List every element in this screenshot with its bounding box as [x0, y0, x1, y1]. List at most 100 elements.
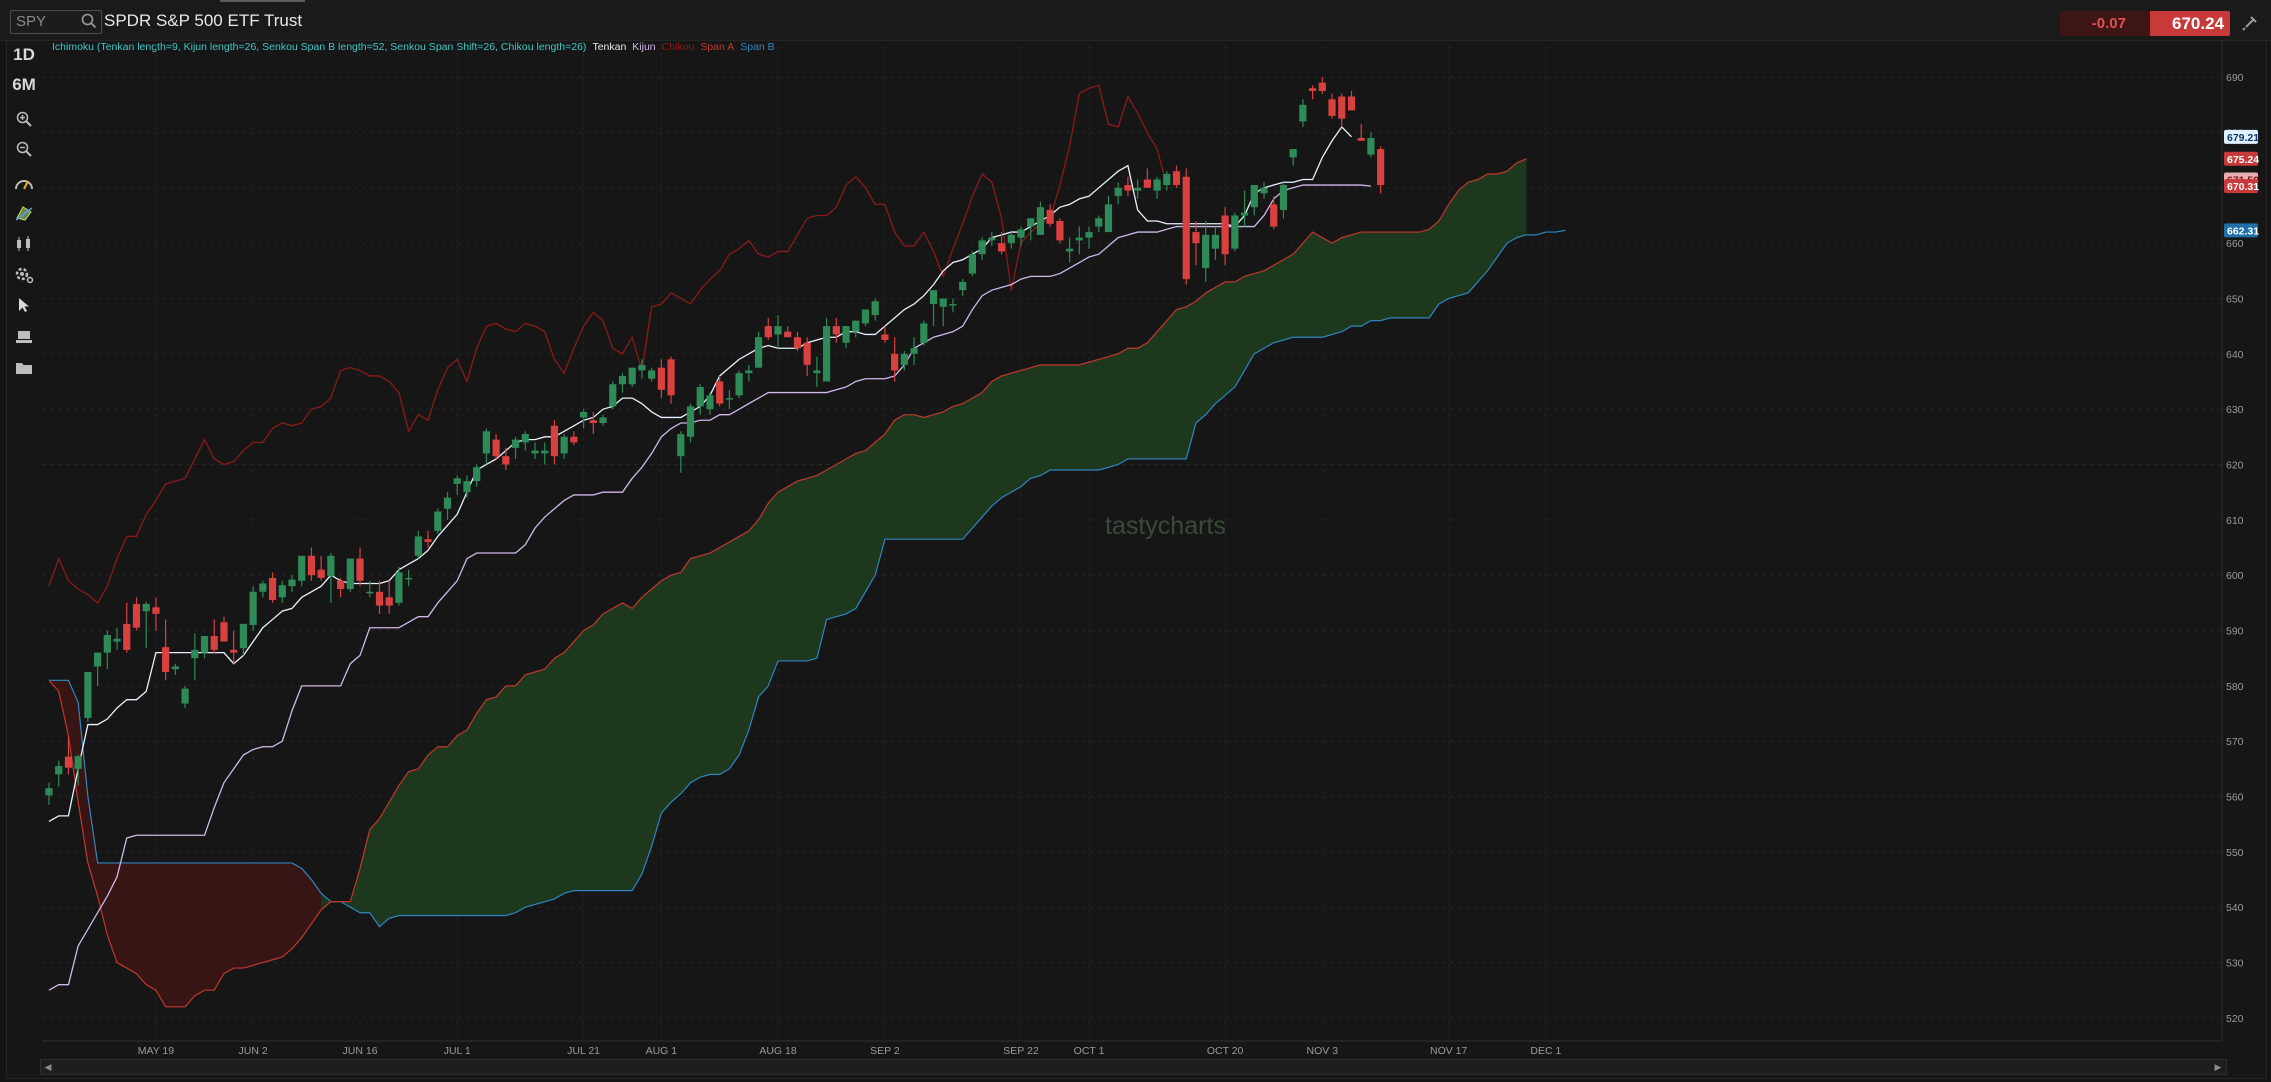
- candle-body: [1153, 179, 1161, 191]
- zoom-out-icon: [16, 141, 32, 157]
- price-label-box: [2224, 129, 2258, 144]
- candle-body: [1279, 185, 1288, 210]
- candle-body: [278, 585, 286, 598]
- candle-body: [531, 450, 539, 454]
- folder-button[interactable]: [10, 355, 38, 381]
- price-label: 662.31: [2227, 225, 2259, 237]
- candle-body: [891, 353, 899, 371]
- cursor-icon: [19, 298, 29, 312]
- layout-button[interactable]: [10, 324, 38, 350]
- price-label: 670.31: [2227, 181, 2259, 193]
- y-tick-label: 650: [2226, 293, 2244, 305]
- candle-body: [997, 243, 1006, 252]
- x-tick-label: DEC 1: [1530, 1045, 1561, 1057]
- candle-body: [580, 411, 588, 418]
- candle-body: [268, 577, 277, 601]
- candle-body: [84, 672, 92, 718]
- x-tick-label: SEP 22: [1003, 1045, 1039, 1057]
- range-label: 6M: [12, 75, 36, 94]
- candle-body: [871, 301, 879, 316]
- zoom-out-button[interactable]: [10, 136, 38, 162]
- legend-tenkan: Tenkan: [592, 41, 627, 53]
- scroll-right-icon[interactable]: ▶: [2214, 1062, 2222, 1072]
- y-tick-label: 520: [2226, 1013, 2244, 1025]
- x-tick-label: JUN 2: [239, 1045, 268, 1057]
- studies-button[interactable]: [10, 170, 38, 196]
- y-tick-label: 560: [2226, 792, 2244, 804]
- candle-body: [375, 591, 384, 606]
- chart-type-icon: [17, 236, 30, 251]
- chart-type-button[interactable]: [10, 231, 38, 257]
- candle-body: [142, 603, 150, 612]
- candle-body: [434, 511, 442, 531]
- drawing-button[interactable]: [10, 200, 38, 226]
- horizontal-scrollbar[interactable]: [40, 1059, 2227, 1075]
- candle-body: [667, 359, 675, 396]
- candle-body: [618, 375, 627, 385]
- candle-body: [132, 603, 141, 628]
- candle-body: [1367, 138, 1375, 155]
- scroll-left-icon[interactable]: ◀: [44, 1062, 52, 1072]
- candle-body: [1182, 176, 1190, 280]
- price-label-box: [2224, 151, 2258, 166]
- candle-body: [1250, 185, 1258, 208]
- candle-body: [1114, 187, 1122, 197]
- candle-body: [570, 436, 578, 443]
- cursor-button[interactable]: [10, 292, 38, 318]
- candle-body: [1163, 173, 1171, 186]
- candle-body: [1143, 179, 1151, 188]
- candle-body: [1066, 248, 1074, 252]
- candle-body: [1056, 221, 1064, 241]
- legend-study-params: Ichimoku (Tenkan length=9, Kijun length=…: [52, 41, 587, 53]
- candle-body: [754, 337, 763, 368]
- y-tick-label: 660: [2226, 238, 2244, 250]
- candle-body: [677, 434, 685, 457]
- legend-span-b: Span B: [740, 41, 775, 53]
- price-label-box: [2224, 179, 2258, 194]
- timeframe-button[interactable]: 1D: [10, 42, 38, 68]
- span-b-line: [49, 229, 1566, 928]
- study-legend: Ichimoku (Tenkan length=9, Kijun length=…: [52, 41, 781, 53]
- x-tick-label: MAY 19: [138, 1045, 175, 1057]
- zoom-in-button[interactable]: [10, 106, 38, 132]
- candle-body: [1172, 171, 1181, 186]
- candle-body: [716, 381, 724, 404]
- range-button[interactable]: 6M: [10, 72, 38, 98]
- settings-button[interactable]: [10, 262, 38, 288]
- price-change: -0.07: [2091, 15, 2126, 32]
- candle-body: [920, 323, 928, 343]
- candle-body: [307, 555, 316, 576]
- legend-kijun: Kijun: [632, 41, 656, 53]
- candle-body: [453, 478, 461, 484]
- candle-body: [123, 623, 131, 650]
- pin-icon[interactable]: [2240, 13, 2260, 33]
- candle-body: [1240, 212, 1249, 216]
- y-tick-label: 630: [2226, 404, 2244, 416]
- watermark: tastycharts: [1105, 512, 1226, 540]
- x-tick-label: JUN 16: [343, 1045, 378, 1057]
- candle-body: [784, 331, 792, 338]
- folder-icon: [16, 363, 32, 374]
- x-tick-label: SEP 2: [870, 1045, 900, 1057]
- x-tick-label: NOV 17: [1430, 1045, 1468, 1057]
- candle-body: [1027, 218, 1035, 227]
- candle-body: [239, 623, 247, 649]
- search-icon[interactable]: [80, 12, 98, 30]
- candle-body: [405, 577, 413, 580]
- symbol-search-text[interactable]: SPY: [16, 13, 47, 30]
- candle-body: [152, 607, 160, 614]
- candle-body: [385, 597, 393, 606]
- y-tick-label: 640: [2226, 349, 2244, 361]
- x-tick-label: NOV 3: [1307, 1045, 1339, 1057]
- candle-body: [463, 481, 471, 493]
- candle-body: [823, 326, 831, 382]
- kijun-line: [48, 184, 1371, 991]
- price-badge: [2150, 11, 2230, 36]
- candle-body: [1104, 204, 1113, 233]
- y-tick-label: 600: [2226, 570, 2244, 582]
- candle-body: [764, 326, 772, 338]
- instrument-title: SPDR S&P 500 ETF Trust: [104, 11, 303, 30]
- candle-body: [725, 398, 733, 400]
- candle-body: [200, 636, 209, 653]
